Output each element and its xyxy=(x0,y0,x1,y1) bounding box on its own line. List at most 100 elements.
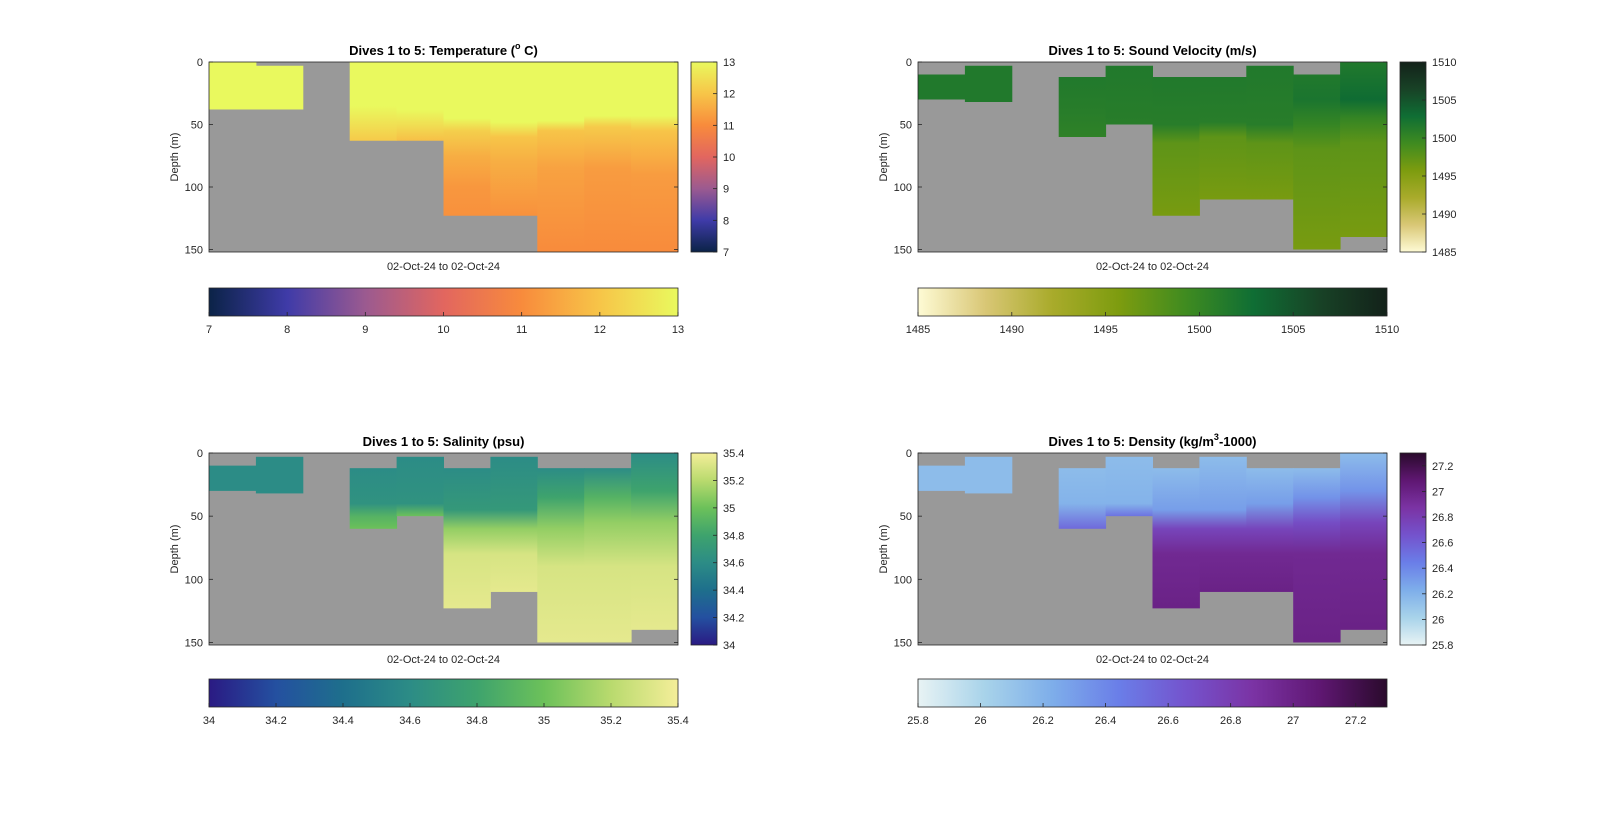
data-column xyxy=(1105,65,1153,125)
colorbar-tick-label: 7 xyxy=(723,247,729,259)
colorbar-tick-label: 9 xyxy=(362,324,368,336)
colorbar-tick-label: 10 xyxy=(437,324,449,336)
y-tick-label: 150 xyxy=(185,637,203,649)
chart-title: Dives 1 to 5: Sound Velocity (m/s) xyxy=(1048,43,1256,58)
colorbar-horizontal xyxy=(208,678,679,708)
colorbar-tick-label: 34.8 xyxy=(466,715,487,727)
colorbar-tick-label: 35.4 xyxy=(667,715,688,727)
y-tick-label: 100 xyxy=(185,574,203,586)
colorbar-tick-label: 26 xyxy=(974,715,986,727)
colorbar-tick-label: 26.8 xyxy=(1220,715,1241,727)
colorbar-tick-label: 1510 xyxy=(1375,324,1399,336)
colorbar-tick-label: 12 xyxy=(723,89,735,101)
axes-frame xyxy=(208,452,679,646)
chart-title: Dives 1 to 5: Temperature (o C) xyxy=(349,41,538,58)
data-column xyxy=(209,62,257,110)
y-tick-label: 50 xyxy=(900,511,912,523)
y-tick-label: 50 xyxy=(191,511,203,523)
y-tick-label: 150 xyxy=(894,245,912,257)
data-column xyxy=(1105,456,1153,517)
colorbar-tick-label: 35 xyxy=(723,503,735,515)
colorbar-vertical xyxy=(690,452,718,646)
colorbar-tick-label: 34 xyxy=(723,640,735,652)
data-column xyxy=(537,468,585,643)
data-column xyxy=(918,465,966,491)
y-tick-label: 150 xyxy=(894,637,912,649)
colorbar-tick-label: 25.8 xyxy=(1432,640,1453,652)
colorbar-vertical xyxy=(1399,61,1427,253)
colorbar-vertical xyxy=(1399,452,1427,646)
colorbar-tick-label: 34.4 xyxy=(332,715,353,727)
data-column xyxy=(490,62,538,216)
colorbar-tick-label: 35.2 xyxy=(600,715,621,727)
x-axis-label: 02-Oct-24 to 02-Oct-24 xyxy=(387,654,500,666)
chart-title: Dives 1 to 5: Salinity (psu) xyxy=(363,434,525,449)
colorbar-tick-label: 34.2 xyxy=(265,715,286,727)
colorbar-tick-label: 34.2 xyxy=(723,613,744,625)
y-axis-label: Depth (m) xyxy=(169,525,181,574)
colorbar-tick-label: 1495 xyxy=(1432,171,1456,183)
y-axis-label: Depth (m) xyxy=(878,525,890,574)
colorbar-tick-label: 1505 xyxy=(1281,324,1305,336)
colorbar-tick-label: 7 xyxy=(206,324,212,336)
colorbar-tick-label: 1510 xyxy=(1432,57,1456,69)
axes-frame xyxy=(917,61,1388,253)
y-tick-label: 50 xyxy=(900,120,912,132)
colorbar-tick-label: 1490 xyxy=(1000,324,1024,336)
y-tick-label: 50 xyxy=(191,120,203,132)
colorbar-tick-label: 27 xyxy=(1287,715,1299,727)
colorbar-tick-label: 1485 xyxy=(906,324,930,336)
colorbar-tick-label: 34.8 xyxy=(723,530,744,542)
colorbar-horizontal xyxy=(917,678,1388,708)
colorbar-tick-label: 27.2 xyxy=(1345,715,1366,727)
chart-panel-2: 0 50 100 150 Depth (m) 02-Oct-24 to 02-Oct-24… xyxy=(878,43,1456,336)
chart-title: Dives 1 to 5: Density (kg/m3-1000) xyxy=(1048,432,1256,449)
y-tick-label: 0 xyxy=(906,57,912,69)
colorbar-tick-label: 26.2 xyxy=(1432,589,1453,601)
chart-panel-1: 0 50 100 150 Depth (m) 02-Oct-24 to 02-Oct-24… xyxy=(169,41,735,336)
colorbar-tick-label: 26.2 xyxy=(1032,715,1053,727)
data-column xyxy=(1246,468,1294,592)
data-column xyxy=(396,456,444,517)
colorbar-tick-label: 13 xyxy=(672,324,684,336)
y-tick-label: 100 xyxy=(894,574,912,586)
data-column xyxy=(209,465,257,491)
data-column xyxy=(1058,77,1107,137)
data-column xyxy=(255,456,304,494)
y-tick-label: 100 xyxy=(185,182,203,194)
data-column xyxy=(349,62,398,141)
colorbar-tick-label: 11 xyxy=(516,324,527,336)
data-column xyxy=(490,456,538,592)
colorbar-tick-label: 26.4 xyxy=(1095,715,1116,727)
y-tick-label: 0 xyxy=(197,448,203,460)
colorbar-tick-label: 1500 xyxy=(1187,324,1211,336)
colorbar-tick-label: 26.8 xyxy=(1432,512,1453,524)
data-column xyxy=(631,62,679,252)
axes-frame xyxy=(208,61,679,253)
colorbar-horizontal xyxy=(917,287,1388,317)
data-column xyxy=(1293,468,1341,643)
colorbar-tick-label: 8 xyxy=(723,215,729,227)
chart-panel-3: 0 50 100 150 Depth (m) 02-Oct-24 to 02-Oct-24… xyxy=(169,434,744,727)
colorbar-tick-label: 11 xyxy=(723,120,734,132)
colorbar-vertical xyxy=(690,61,718,253)
colorbar-tick-label: 10 xyxy=(723,152,735,164)
data-column xyxy=(1152,468,1200,609)
data-column xyxy=(255,65,304,110)
colorbar-tick-label: 9 xyxy=(723,184,729,196)
data-column xyxy=(584,468,632,643)
data-column xyxy=(1293,74,1341,250)
colorbar-tick-label: 26 xyxy=(1432,614,1444,626)
colorbar-tick-label: 35.4 xyxy=(723,448,744,460)
data-column xyxy=(349,468,398,529)
data-column xyxy=(1152,77,1200,216)
colorbar-tick-label: 34.6 xyxy=(399,715,420,727)
colorbar-tick-label: 34.6 xyxy=(723,558,744,570)
data-column xyxy=(964,456,1013,494)
data-column xyxy=(1340,453,1388,630)
y-tick-label: 0 xyxy=(906,448,912,460)
colorbar-tick-label: 34.4 xyxy=(723,585,744,597)
x-axis-label: 02-Oct-24 to 02-Oct-24 xyxy=(387,261,500,273)
chart-panel-4: 0 50 100 150 Depth (m) 02-Oct-24 to 02-Oct-24… xyxy=(878,432,1453,727)
